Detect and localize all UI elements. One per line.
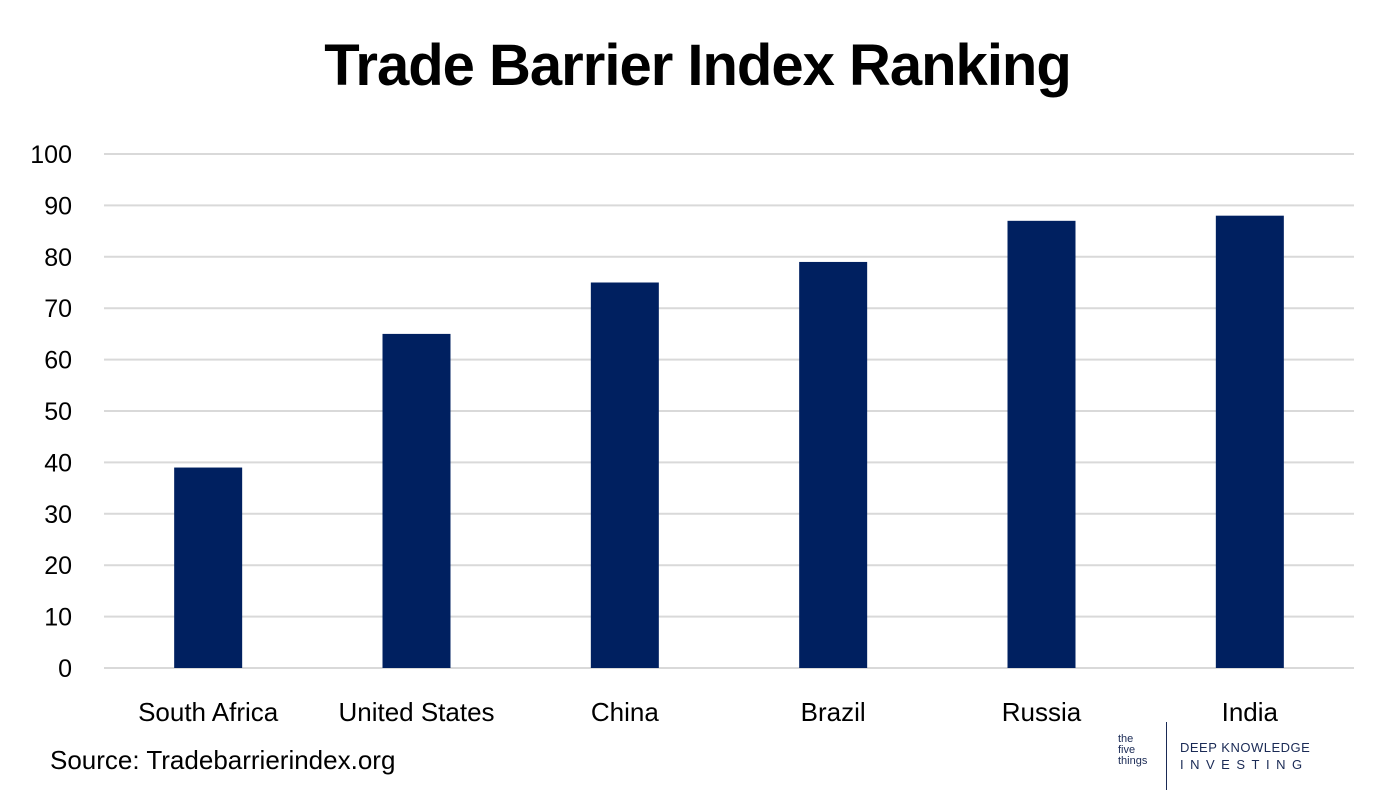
- x-category-label: South Africa: [138, 697, 279, 727]
- bar-china: [590, 282, 659, 668]
- logo-divider: [1166, 722, 1167, 790]
- x-category-label: China: [591, 697, 659, 727]
- bar-russia: [1007, 220, 1076, 668]
- bars: [174, 215, 1284, 668]
- bar-brazil: [799, 261, 868, 668]
- x-category-label: Russia: [1002, 697, 1082, 727]
- y-tick-label: 30: [44, 501, 72, 529]
- deep-knowledge-investing-logo: DEEP KNOWLEDGE INVESTING: [1180, 740, 1310, 772]
- five-things-logo-word-3: things: [1118, 755, 1148, 767]
- x-axis-category-labels: South Africa United States China Brazil Russ…: [138, 697, 1278, 727]
- bar-south-africa: [174, 467, 243, 668]
- y-tick-label: 80: [44, 244, 72, 272]
- x-category-label: Brazil: [801, 697, 866, 727]
- y-tick-label: 90: [44, 192, 72, 220]
- five-things-logo: the five things: [1118, 734, 1158, 778]
- bar-united-states: [382, 333, 451, 668]
- y-tick-label: 60: [44, 347, 72, 375]
- y-tick-label: 0: [58, 655, 72, 683]
- dki-logo-line-2: INVESTING: [1180, 757, 1309, 772]
- y-tick-label: 100: [30, 141, 72, 169]
- five-things-logo-word-2: five: [1118, 744, 1136, 756]
- gridlines: [104, 153, 1354, 669]
- five-things-logo-word-1: the: [1118, 733, 1134, 745]
- x-category-label: India: [1222, 697, 1279, 727]
- source-note: Source: Tradebarrierindex.org: [50, 745, 396, 775]
- chart-title: Trade Barrier Index Ranking: [324, 33, 1072, 98]
- y-tick-label: 40: [44, 449, 72, 477]
- y-tick-label: 70: [44, 295, 72, 323]
- y-tick-label: 50: [44, 398, 72, 426]
- bar-india: [1215, 215, 1284, 668]
- y-tick-label: 10: [44, 604, 72, 632]
- y-tick-label: 20: [44, 552, 72, 580]
- dki-logo-line-1: DEEP KNOWLEDGE: [1180, 740, 1311, 755]
- x-category-label: United States: [338, 697, 494, 727]
- y-axis-tick-labels: 0 10 20 30 40 50 60 70 80 90 100: [30, 141, 72, 683]
